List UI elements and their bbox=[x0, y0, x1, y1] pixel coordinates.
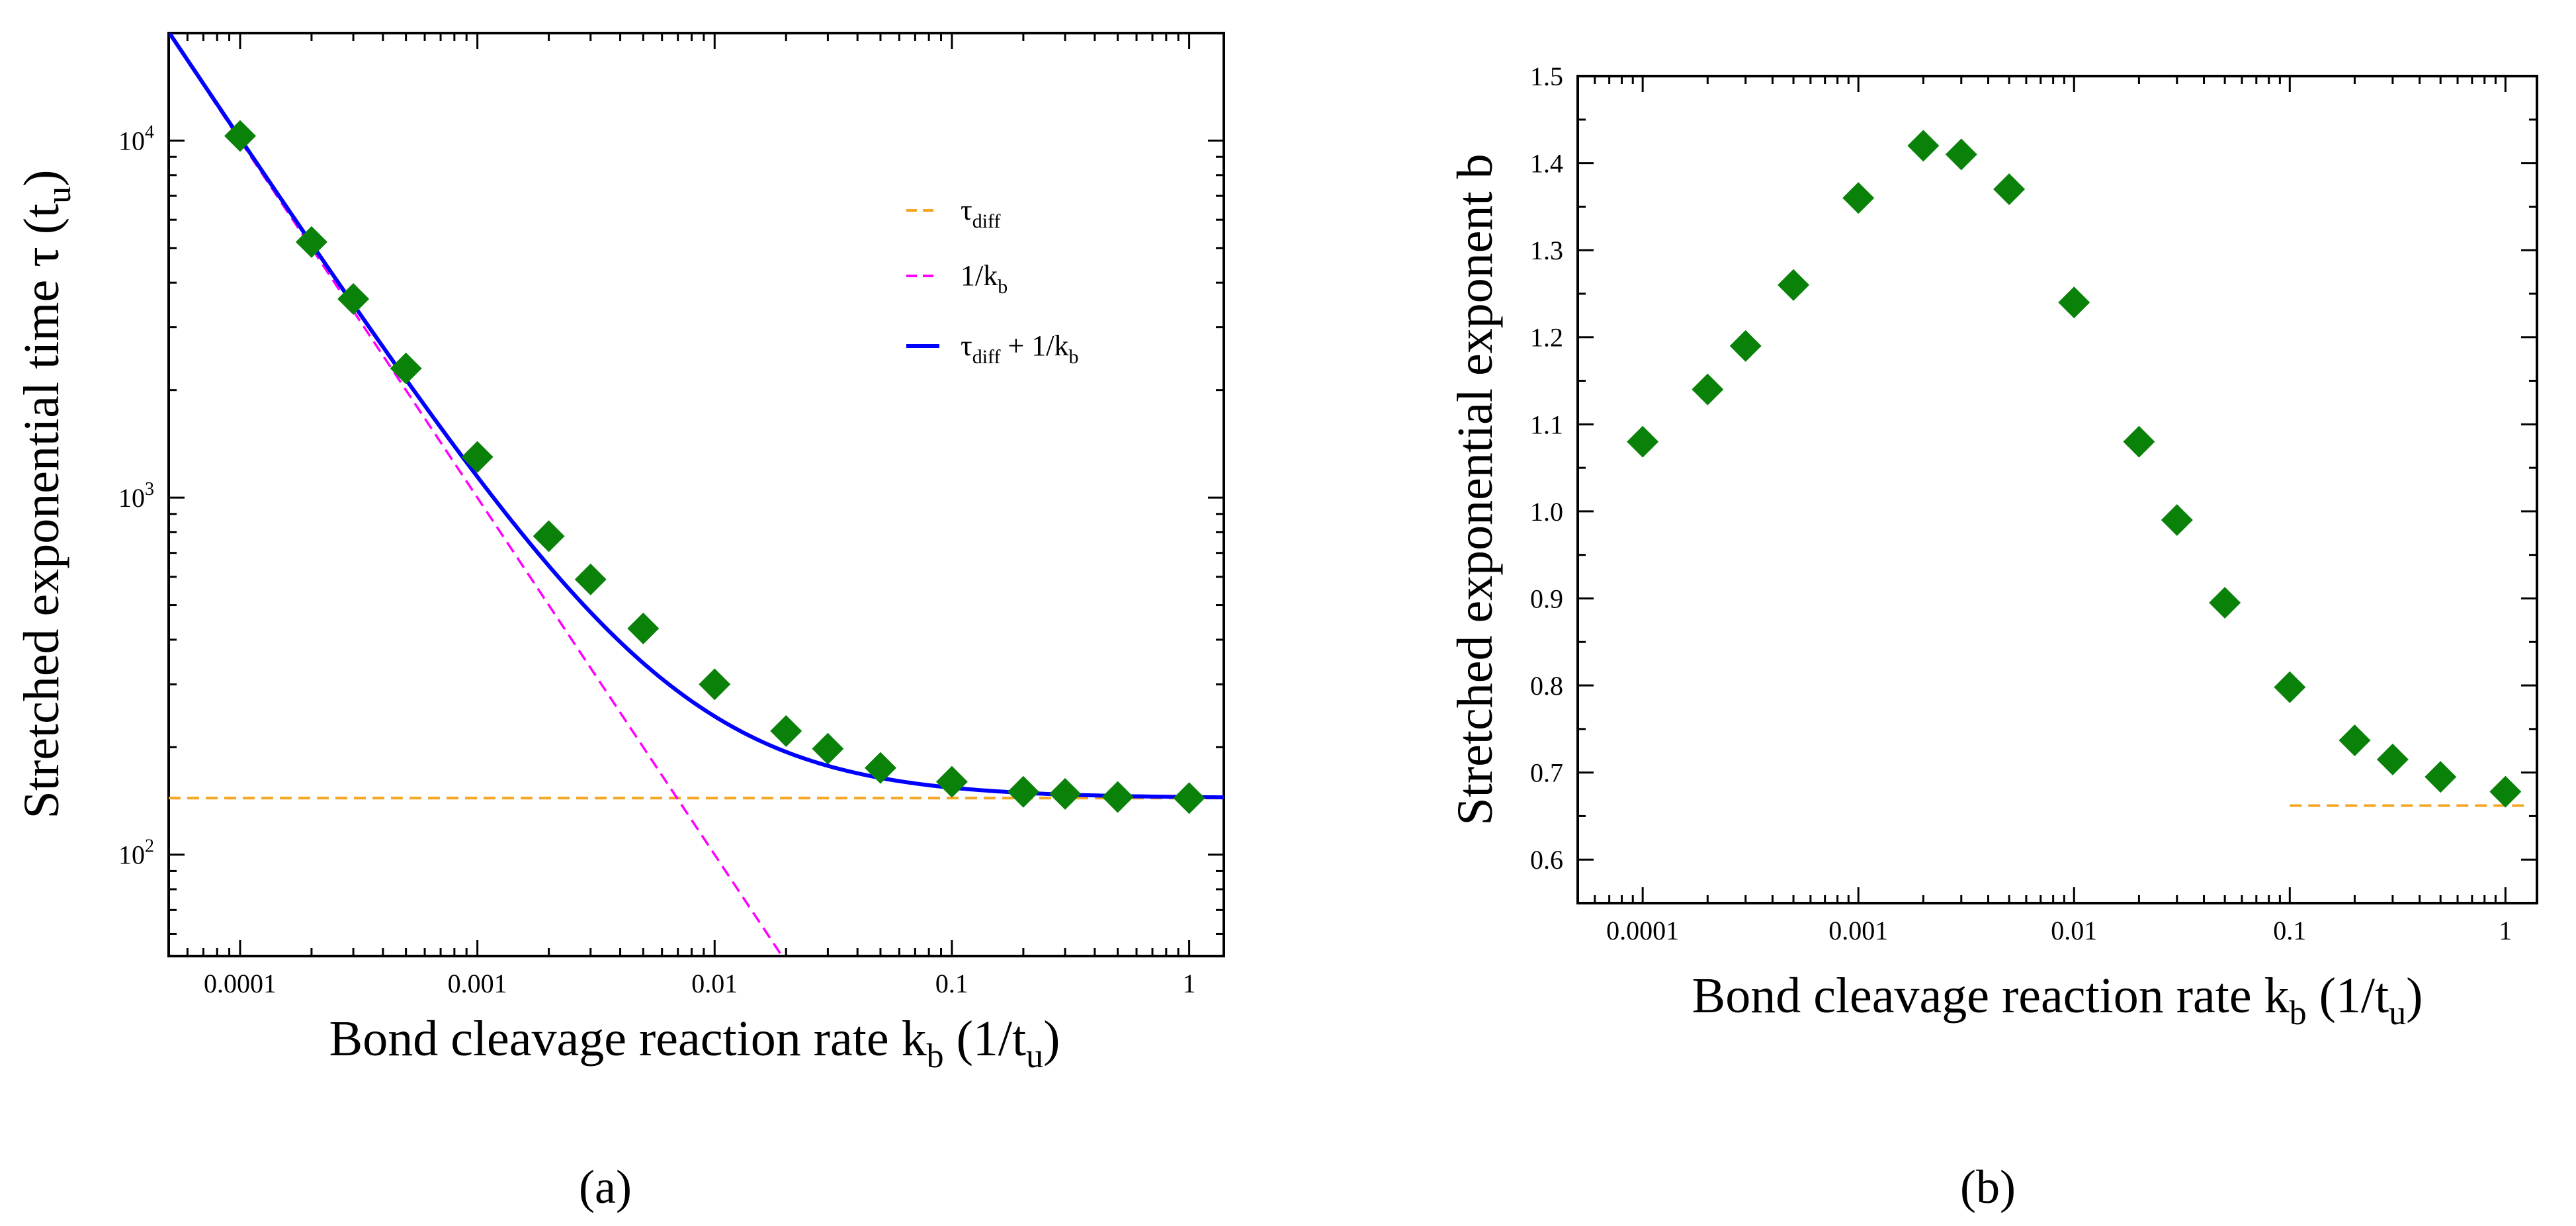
panel-b-data-points bbox=[1627, 130, 2522, 808]
panel-b-y-tick-label: 1.3 bbox=[1530, 236, 1563, 265]
panel-a-ticks: 0.0001 0.001 0.01 0.1 1 102 103 104 bbox=[118, 32, 1224, 998]
panel-b-data-point bbox=[1842, 182, 1875, 214]
panel-a-data-point bbox=[627, 612, 660, 644]
panel-b-data-point bbox=[2376, 743, 2409, 775]
panel-b-y-tick-label: 0.8 bbox=[1530, 671, 1563, 701]
panel-a-data-point bbox=[1007, 775, 1039, 808]
panel-b-data-point bbox=[2339, 724, 2371, 756]
panel-b-data-point bbox=[2123, 425, 2155, 458]
panel-b-data-point bbox=[1907, 130, 1940, 162]
legend-label-2: 1/kb bbox=[961, 259, 1008, 298]
panel-a-data-point bbox=[1173, 782, 1205, 814]
panel-a-plot-frame bbox=[167, 32, 1225, 957]
panel-a-x-tick-label: 1 bbox=[1183, 969, 1196, 998]
panel-b-data-point bbox=[2489, 775, 2522, 808]
panel-b-data-point bbox=[1778, 269, 1810, 301]
panel-b-data-point bbox=[2274, 671, 2306, 703]
panel-a-data-point bbox=[461, 441, 494, 473]
panel-a-data-point bbox=[1101, 781, 1134, 813]
panel-b-plot-frame bbox=[1576, 75, 2538, 904]
panel-a-x-tick-label: 0.0001 bbox=[204, 969, 277, 998]
panel-b-data-point bbox=[2161, 504, 2193, 537]
panel-a-x-tick-label: 0.001 bbox=[448, 969, 507, 998]
panel-b-y-tick-label: 1.5 bbox=[1530, 62, 1563, 91]
panel-b-y-tick-label: 0.9 bbox=[1530, 584, 1563, 613]
panel-b-x-axis-label: Bond cleavage reaction rate kb (1/tu) bbox=[1692, 968, 2423, 1032]
panel-a-data-point bbox=[574, 563, 607, 595]
panel-b-data-point bbox=[2058, 286, 2090, 319]
panel-b-label: (b) bbox=[1960, 1160, 2016, 1213]
panel-a-data-point bbox=[864, 752, 896, 784]
panel-b-exponent-chart: 0.0001 0.001 0.01 0.1 1 0.6 0.7 0.8 0.9 1.0 1.1 1.2… bbox=[1447, 62, 2538, 1213]
panel-b-x-tick-label: 0.01 bbox=[2051, 916, 2097, 945]
panel-a-x-tick-label: 0.01 bbox=[691, 969, 738, 998]
panel-b-data-point bbox=[2425, 761, 2457, 793]
panel-a-legend: τdiff 1/kb τdiff + 1/kb bbox=[906, 194, 1079, 368]
panel-b-x-tick-label: 1 bbox=[2499, 916, 2512, 945]
panel-b-data-point bbox=[1627, 425, 1659, 458]
panel-b-x-tick-label: 0.1 bbox=[2273, 916, 2306, 945]
panel-b-data-point bbox=[1945, 138, 1977, 171]
panel-a-data-point bbox=[295, 226, 327, 258]
panel-a-y-tick-label: 104 bbox=[118, 122, 154, 155]
panel-b-y-axis-label: Stretched exponential exponent b bbox=[1447, 153, 1503, 825]
panel-a-data-point bbox=[390, 352, 422, 384]
panel-b-data-point bbox=[1692, 373, 1724, 406]
panel-a-data-point bbox=[935, 766, 968, 798]
panel-b-y-tick-label: 0.6 bbox=[1530, 845, 1563, 875]
panel-a-y-axis-label: Stretched exponential time τ (tu) bbox=[14, 170, 78, 819]
panel-b-ticks: 0.0001 0.001 0.01 0.1 1 0.6 0.7 0.8 0.9 1.0 1.1 1.2… bbox=[1530, 62, 2537, 945]
panel-b-y-tick-label: 1.4 bbox=[1530, 149, 1563, 179]
panel-a-y-tick-label: 103 bbox=[118, 479, 154, 513]
panel-a-data-point bbox=[812, 732, 844, 765]
panel-a-data-point bbox=[337, 283, 370, 315]
legend-label-1: τdiff bbox=[961, 194, 1000, 232]
panel-a-curves bbox=[169, 33, 1224, 956]
panel-b-data-point bbox=[1993, 173, 2026, 206]
panel-a-data-point bbox=[533, 520, 565, 552]
panel-b-x-tick-label: 0.001 bbox=[1828, 916, 1888, 945]
panel-b-data-point bbox=[2209, 587, 2241, 619]
panel-a-data-point bbox=[1049, 777, 1082, 810]
panel-a-x-tick-label: 0.1 bbox=[935, 969, 968, 998]
panel-a-label: (a) bbox=[579, 1160, 632, 1213]
panel-b-y-tick-label: 0.7 bbox=[1530, 758, 1563, 788]
panel-a-data-point bbox=[770, 715, 802, 747]
panel-b-data-point bbox=[1729, 329, 1762, 362]
panel-a-data-points bbox=[224, 120, 1205, 814]
panel-b-x-tick-label: 0.0001 bbox=[1606, 916, 1679, 945]
legend-label-3: τdiff + 1/kb bbox=[961, 329, 1079, 368]
panel-a-y-tick-label: 102 bbox=[118, 836, 154, 870]
panel-b-y-tick-label: 1.2 bbox=[1530, 323, 1563, 353]
panel-a-data-point bbox=[224, 120, 256, 152]
panel-a-x-axis-label: Bond cleavage reaction rate kb (1/tu) bbox=[329, 1011, 1060, 1075]
panel-a-sum-curve bbox=[169, 33, 1224, 800]
panel-b-y-tick-label: 1.0 bbox=[1530, 497, 1563, 527]
panel-b-y-tick-label: 1.1 bbox=[1530, 410, 1563, 439]
panel-a-data-point bbox=[699, 668, 731, 701]
